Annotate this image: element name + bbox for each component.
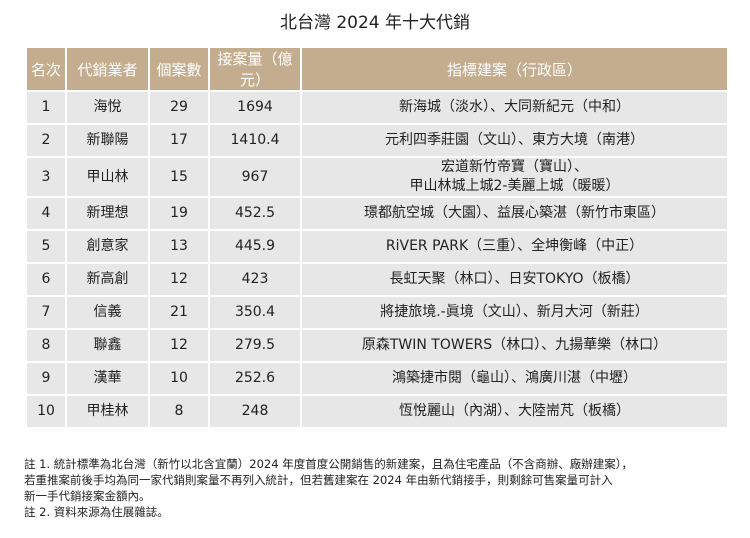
table-cell: 15 xyxy=(148,156,210,198)
table-row: 10 甲桂林 8 248 恆悅麗山（內湖）、大陸耑芃（板橋） xyxy=(25,394,729,429)
table-cell: 10 xyxy=(25,394,67,429)
table-row: 6 新高創 12 423 長虹天聚（林口）、日安TOKYO（板橋） xyxy=(25,262,729,297)
header-row: 名次 代銷業者 個案數 接案量（億元） 指標建案（行政區） xyxy=(25,46,729,92)
table-cell: 279.5 xyxy=(208,328,302,363)
table-body: 1 海悅 29 1694 新海城（淡水）、大同新紀元（中和） 2 新聯陽 17 1410.4 元利… xyxy=(25,90,729,429)
table-row: 3 甲山林 15 967 宏道新竹帝寶（寶山）、 甲山林城上城2-美麗上城（暖暖） xyxy=(25,156,729,198)
table-cell: 5 xyxy=(25,229,67,264)
table-cell: 445.9 xyxy=(208,229,302,264)
table-cell: 漢華 xyxy=(65,361,150,396)
note: 註 1. 統計標準為北台灣（新竹以北含宜蘭）2024 年度首度公開銷售的新建案，… xyxy=(24,456,736,504)
table-cell: 新高創 xyxy=(65,262,150,297)
table-row: 4 新理想 19 452.5 璟都航空城（大園）、益展心築湛（新竹市東區） xyxy=(25,196,729,231)
table-cell: 甲山林 xyxy=(65,156,150,198)
project-cell: 宏道新竹帝寶（寶山）、甲山林城上城2-美麗上城（暖暖） xyxy=(300,156,729,198)
note: 註 2. 資料來源為住展雜誌。 xyxy=(24,504,736,520)
header-cell: 名次 xyxy=(25,46,67,92)
note-line: 註 1. 統計標準為北台灣（新竹以北含宜蘭）2024 年度首度公開銷售的新建案，… xyxy=(24,457,633,471)
project-line: 長虹天聚（林口）、日安TOKYO（板橋） xyxy=(389,271,640,287)
table-cell: 12 xyxy=(148,328,210,363)
header-cell: 個案數 xyxy=(148,46,210,92)
table-cell: 350.4 xyxy=(208,295,302,330)
project-cell: 恆悅麗山（內湖）、大陸耑芃（板橋） xyxy=(300,394,729,429)
table-cell: 29 xyxy=(148,90,210,125)
note-line: 註 2. 資料來源為住展雜誌。 xyxy=(24,505,169,519)
header-cell: 指標建案（行政區） xyxy=(300,46,729,92)
table-row: 7 信義 21 350.4 將捷旅境.-眞境（文山）、新月大河（新莊） xyxy=(25,295,729,330)
table-row: 8 聯鑫 12 279.5 原森TWIN TOWERS（林口）、九揚華樂（林口） xyxy=(25,328,729,363)
table-cell: 9 xyxy=(25,361,67,396)
table-cell: 252.6 xyxy=(208,361,302,396)
note-line: 若重推案前後手均為同一家代銷則案量不再列入統計，但若舊建案在 2024 年由新代… xyxy=(24,473,613,487)
header-cell: 代銷業者 xyxy=(65,46,150,92)
table-cell: 新理想 xyxy=(65,196,150,231)
table-cell: 452.5 xyxy=(208,196,302,231)
project-cell: 璟都航空城（大園）、益展心築湛（新竹市東區） xyxy=(300,196,729,231)
table-cell: 甲桂林 xyxy=(65,394,150,429)
project-cell: RiVER PARK（三重）、全坤衡峰（中正） xyxy=(300,229,729,264)
table-cell: 8 xyxy=(25,328,67,363)
project-line: 元利四季莊園（文山）、東方大境（南港） xyxy=(385,132,644,148)
project-line: 璟都航空城（大園）、益展心築湛（新竹市東區） xyxy=(364,205,665,221)
project-line: 將捷旅境.-眞境（文山）、新月大河（新莊） xyxy=(380,304,649,320)
table-cell: 13 xyxy=(148,229,210,264)
table-row: 1 海悅 29 1694 新海城（淡水）、大同新紀元（中和） xyxy=(25,90,729,125)
table-cell: 19 xyxy=(148,196,210,231)
notes: 註 1. 統計標準為北台灣（新竹以北含宜蘭）2024 年度首度公開銷售的新建案，… xyxy=(24,456,736,520)
project-cell: 新海城（淡水）、大同新紀元（中和） xyxy=(300,90,729,125)
table-cell: 248 xyxy=(208,394,302,429)
project-line: 新海城（淡水）、大同新紀元（中和） xyxy=(399,99,630,115)
project-line: 恆悅麗山（內湖）、大陸耑芃（板橋） xyxy=(399,403,630,419)
project-cell: 鴻築捷市閱（龜山）、鴻廣川湛（中壢） xyxy=(300,361,729,396)
project-line: 原森TWIN TOWERS（林口）、九揚華樂（林口） xyxy=(361,337,668,353)
table-row: 2 新聯陽 17 1410.4 元利四季莊園（文山）、東方大境（南港） xyxy=(25,123,729,158)
table-cell: 12 xyxy=(148,262,210,297)
table-cell: 21 xyxy=(148,295,210,330)
table-cell: 聯鑫 xyxy=(65,328,150,363)
table-cell: 6 xyxy=(25,262,67,297)
table-cell: 423 xyxy=(208,262,302,297)
table-cell: 7 xyxy=(25,295,67,330)
table-cell: 1694 xyxy=(208,90,302,125)
table-cell: 信義 xyxy=(65,295,150,330)
table-cell: 1410.4 xyxy=(208,123,302,158)
project-line: 宏道新竹帝寶（寶山）、 xyxy=(441,159,588,175)
project-cell: 原森TWIN TOWERS（林口）、九揚華樂（林口） xyxy=(300,328,729,363)
table-cell: 17 xyxy=(148,123,210,158)
header-cell: 接案量（億元） xyxy=(208,46,302,92)
project-cell: 將捷旅境.-眞境（文山）、新月大河（新莊） xyxy=(300,295,729,330)
table-row: 9 漢華 10 252.6 鴻築捷市閱（龜山）、鴻廣川湛（中壢） xyxy=(25,361,729,396)
table-cell: 3 xyxy=(25,156,67,198)
title: 北台灣 2024 年十大代銷 xyxy=(279,13,471,33)
table-cell: 2 xyxy=(25,123,67,158)
table-cell: 8 xyxy=(148,394,210,429)
ranking-table: 名次 代銷業者 個案數 接案量（億元） 指標建案（行政區） 1 海悅 29 1694 新海城（淡… xyxy=(25,46,729,429)
table-row: 5 創意家 13 445.9 RiVER PARK（三重）、全坤衡峰（中正） xyxy=(25,229,729,264)
project-cell: 元利四季莊園（文山）、東方大境（南港） xyxy=(300,123,729,158)
table-cell: 海悅 xyxy=(65,90,150,125)
table-cell: 新聯陽 xyxy=(65,123,150,158)
project-cell: 長虹天聚（林口）、日安TOKYO（板橋） xyxy=(300,262,729,297)
project-line: 鴻築捷市閱（龜山）、鴻廣川湛（中壢） xyxy=(392,370,637,386)
table-cell: 4 xyxy=(25,196,67,231)
note-line: 新一手代銷接案金額內。 xyxy=(24,489,151,503)
table-cell: 1 xyxy=(25,90,67,125)
project-line: 甲山林城上城2-美麗上城（暖暖） xyxy=(409,178,620,194)
table-cell: 創意家 xyxy=(65,229,150,264)
project-line: RiVER PARK（三重）、全坤衡峰（中正） xyxy=(385,238,644,254)
table-cell: 967 xyxy=(208,156,302,198)
table-cell: 10 xyxy=(148,361,210,396)
